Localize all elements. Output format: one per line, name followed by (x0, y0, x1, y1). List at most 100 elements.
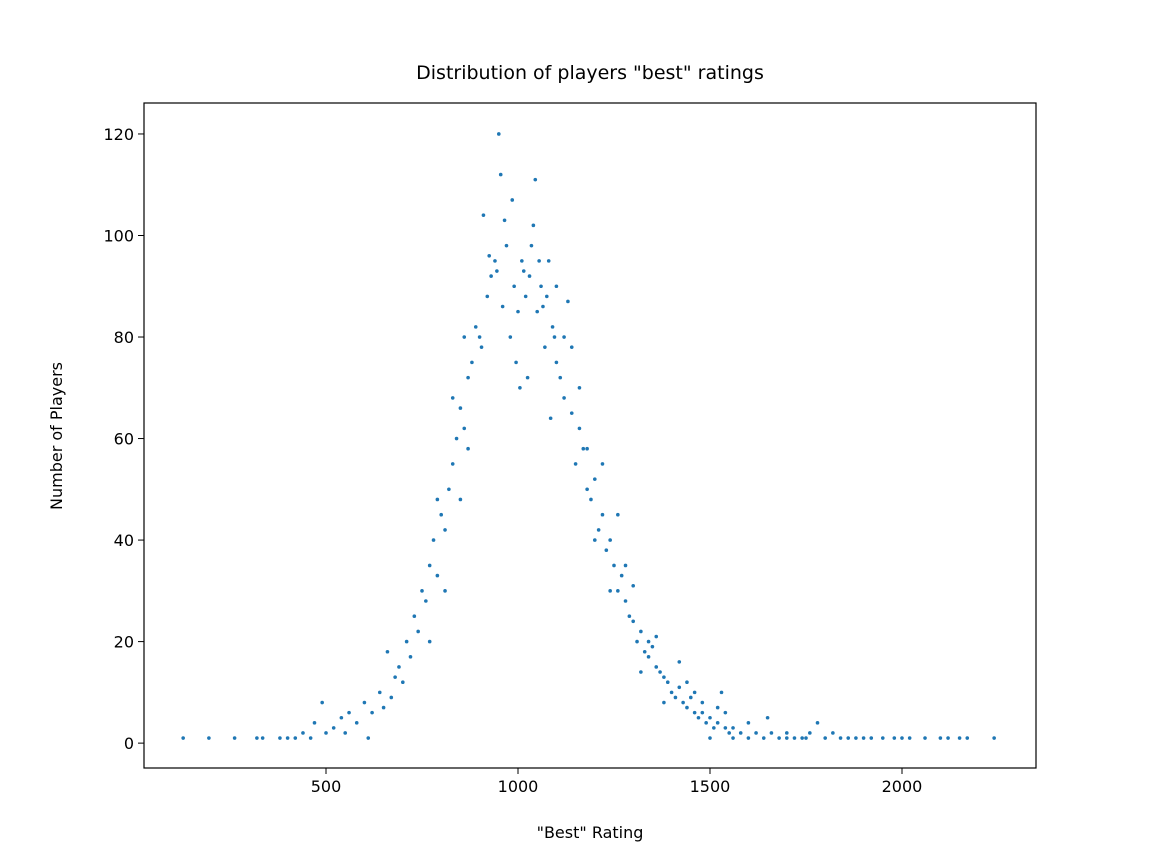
point (450, 396, 455, 400)
point (181, 736, 185, 740)
point (784, 736, 789, 740)
point (458, 406, 463, 410)
point (354, 721, 359, 725)
point (548, 416, 553, 421)
point (869, 736, 874, 740)
x-tick-label: 1500 (690, 777, 731, 796)
point (646, 655, 651, 659)
point (562, 335, 566, 339)
point (677, 685, 682, 690)
point (831, 731, 835, 735)
point (424, 599, 428, 603)
point (473, 325, 478, 329)
point (370, 710, 374, 715)
point (312, 721, 317, 725)
point (347, 710, 351, 715)
point (635, 639, 639, 644)
point (861, 736, 866, 740)
point (401, 680, 405, 685)
point (616, 589, 620, 593)
point (255, 736, 259, 740)
point (339, 715, 344, 720)
point (627, 614, 632, 619)
point (731, 726, 735, 730)
point (769, 731, 774, 735)
point (619, 573, 624, 578)
point (854, 736, 858, 740)
point (232, 736, 237, 740)
point (554, 360, 559, 365)
chart-title: Distribution of players "best" ratings (416, 62, 764, 84)
point (552, 335, 557, 339)
point (518, 385, 522, 390)
point (608, 538, 612, 542)
point (938, 736, 943, 740)
point (727, 731, 731, 735)
point (923, 736, 927, 740)
point (800, 736, 804, 740)
point (612, 563, 616, 568)
point (493, 259, 497, 263)
point (278, 736, 282, 740)
point (443, 528, 447, 532)
point (808, 731, 812, 735)
point (892, 736, 897, 740)
point (662, 675, 666, 679)
point (765, 715, 770, 720)
point (784, 731, 789, 735)
point (642, 649, 647, 654)
point (477, 335, 482, 339)
point (293, 736, 298, 740)
point (592, 477, 597, 481)
point (431, 538, 436, 542)
point (362, 700, 367, 705)
point (596, 528, 601, 532)
point (600, 462, 605, 466)
point (650, 644, 655, 649)
point (957, 736, 962, 740)
point (381, 705, 386, 710)
x-tick-label: 500 (311, 777, 342, 796)
point (946, 736, 950, 740)
point (535, 309, 540, 314)
point (550, 325, 555, 329)
point (685, 705, 689, 710)
point (738, 731, 743, 735)
point (677, 660, 682, 664)
point (324, 731, 328, 735)
y-tick-label: 120 (103, 125, 134, 144)
point (541, 304, 545, 309)
point (712, 726, 716, 730)
point (389, 695, 394, 700)
point (577, 385, 582, 390)
point (521, 269, 526, 273)
point (616, 512, 620, 517)
point (331, 726, 336, 730)
point (623, 563, 628, 568)
point (804, 736, 808, 740)
point (427, 639, 432, 644)
point (900, 736, 904, 740)
point (447, 487, 451, 492)
point (566, 299, 570, 304)
point (585, 487, 589, 492)
point (416, 629, 420, 634)
point (366, 736, 371, 740)
point (481, 213, 486, 217)
point (427, 563, 432, 568)
point (623, 599, 628, 603)
x-tick-label: 2000 (882, 777, 923, 796)
point (520, 259, 524, 263)
point (965, 736, 970, 740)
point (260, 736, 265, 740)
point (285, 736, 290, 740)
point (443, 589, 447, 593)
point (761, 736, 766, 740)
point (646, 639, 651, 644)
point (435, 497, 440, 502)
point (404, 639, 409, 644)
point (681, 700, 685, 705)
point (573, 462, 578, 466)
